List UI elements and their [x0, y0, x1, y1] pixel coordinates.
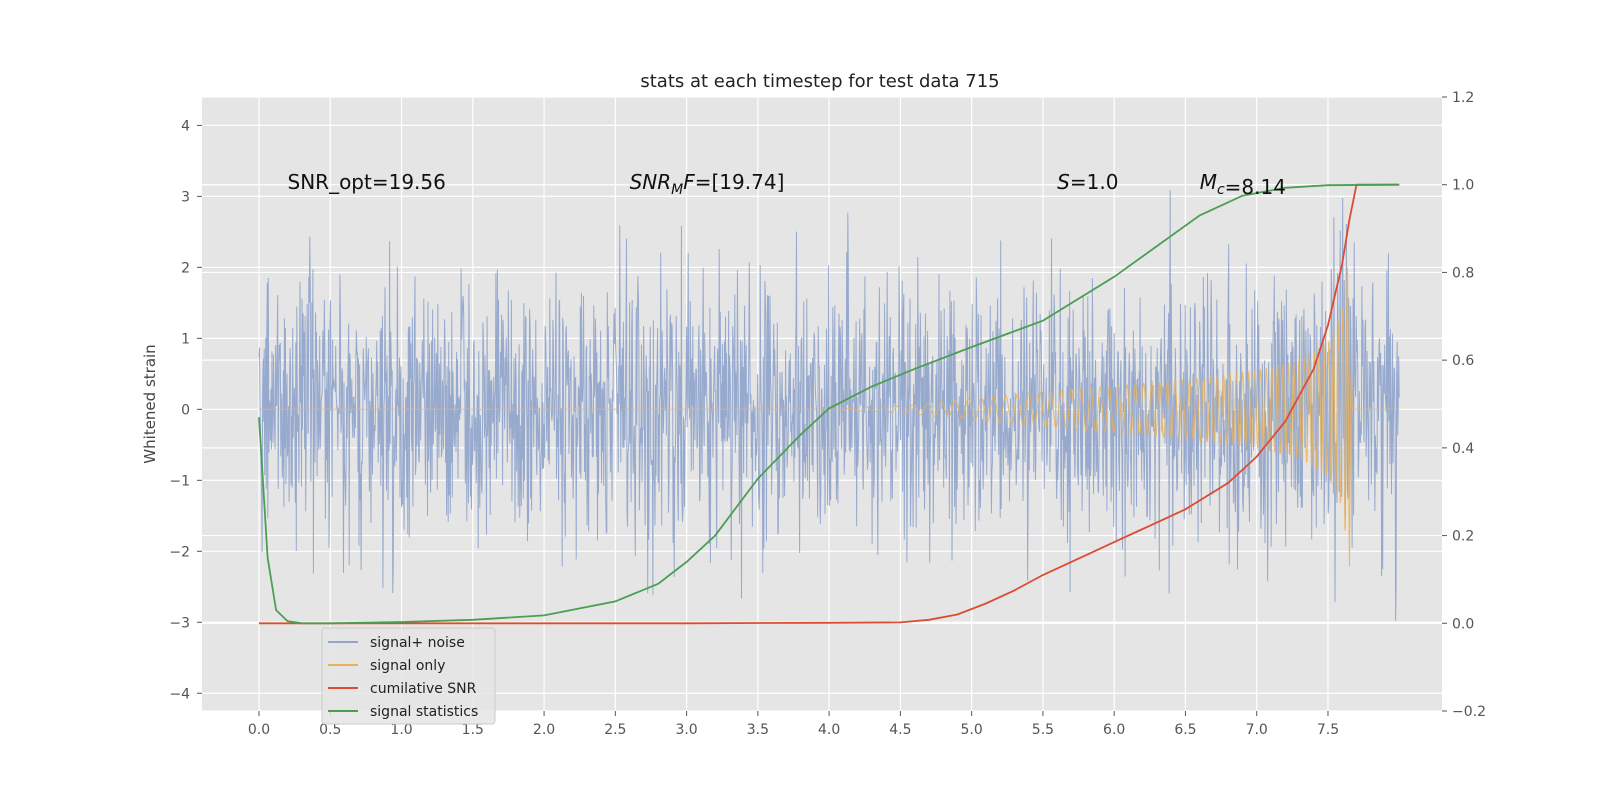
x-tick-label: 1.0	[390, 722, 412, 738]
y-tick-label: 4	[181, 118, 190, 134]
legend: signal+ noise signal only cumilative SNR si…	[321, 627, 496, 725]
series-line-cumulative-snr	[259, 183, 1400, 625]
x-tick-label: 4.5	[889, 722, 911, 738]
y-tick-label: −2	[169, 544, 190, 560]
legend-label: cumilative SNR	[370, 681, 477, 697]
annotations: SNR_opt=19.56 SNRMF=[19.74] S=1.0 Mc=8.14	[288, 170, 1286, 199]
y-right-tick-label: 0.8	[1452, 265, 1474, 281]
x-tick-label: 4.0	[818, 722, 840, 738]
y-right-tick-label: 1.0	[1452, 178, 1474, 194]
x-tick-label: 1.5	[462, 722, 484, 738]
x-tick-label: 2.5	[604, 722, 626, 738]
annotation-3: Mc=8.14	[1200, 170, 1286, 199]
y-right-tick-label: −0.2	[1452, 704, 1486, 720]
annotation-2: S=1.0	[1057, 170, 1118, 194]
series-line-signal-statistics	[258, 183, 1400, 625]
y-axis-label: Whitened strain	[141, 344, 159, 463]
y-axis-left: 4 3 2 1 0 −1 −2 −3 −4	[169, 118, 202, 702]
x-tick-label: 6.5	[1174, 722, 1196, 738]
legend-label: signal only	[370, 658, 445, 674]
annotation-0: SNR_opt=19.56	[288, 170, 446, 194]
legend-label: signal statistics	[370, 704, 478, 720]
y-right-tick-label: 0.2	[1452, 529, 1474, 545]
y-tick-label: −4	[169, 686, 190, 702]
x-tick-label: 0.0	[248, 722, 270, 738]
y-right-tick-label: 0.6	[1452, 353, 1474, 369]
y-tick-label: −1	[169, 473, 190, 489]
series-layer	[258, 183, 1400, 625]
y-tick-label: 1	[181, 331, 190, 347]
x-tick-label: 7.5	[1317, 722, 1339, 738]
y-right-tick-label: 0.4	[1452, 441, 1474, 457]
annotation-1: SNRMF=[19.74]	[630, 170, 785, 198]
x-axis: 0.0 0.5 1.0 1.5 2.0 2.5 3.0 3.5 4.0 4.5 5.0 5.5 6.0 6…	[248, 711, 1339, 738]
y-axis-right: 1.2 1.0 0.8 0.6 0.4 0.2 0.0 −0.2	[1442, 90, 1486, 720]
x-tick-label: 3.5	[747, 722, 769, 738]
y-right-tick-label: 0.0	[1452, 616, 1474, 632]
legend-box	[321, 627, 496, 725]
x-tick-label: 6.0	[1103, 722, 1125, 738]
x-tick-label: 2.0	[533, 722, 555, 738]
x-tick-label: 5.5	[1032, 722, 1054, 738]
y-tick-label: 2	[181, 260, 190, 276]
x-tick-label: 3.0	[675, 722, 697, 738]
x-tick-label: 5.0	[961, 722, 983, 738]
x-tick-label: 7.0	[1246, 722, 1268, 738]
y-tick-label: 0	[181, 402, 190, 418]
y-tick-label: −3	[169, 615, 190, 631]
y-right-tick-label: 1.2	[1452, 90, 1474, 106]
chart-title: stats at each timestep for test data 715	[640, 71, 999, 92]
x-tick-label: 0.5	[319, 722, 341, 738]
y-tick-label: 3	[181, 189, 190, 205]
legend-label: signal+ noise	[370, 635, 465, 651]
